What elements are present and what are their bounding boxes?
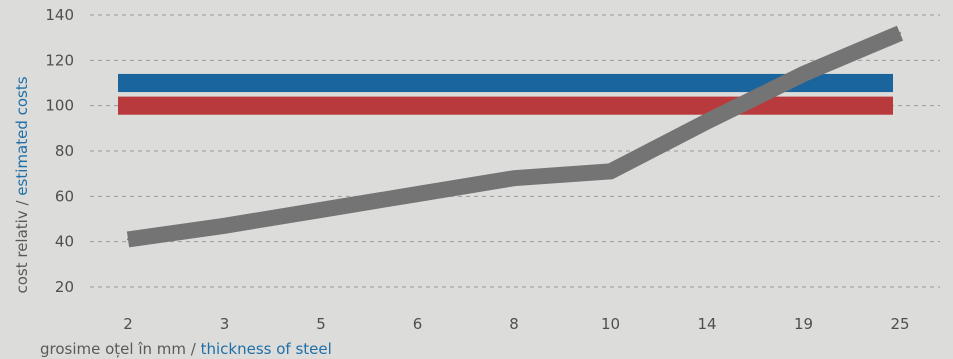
y-axis-label: cost relativ / estimated costs xyxy=(13,76,31,293)
x-tick-labels: 2 3 5 6 8 10 14 19 25 xyxy=(123,315,909,333)
y-tick-40: 40 xyxy=(55,233,74,251)
x-axis-label-primary: grosime oțel în mm xyxy=(40,340,186,358)
x-tick-25: 25 xyxy=(890,315,909,333)
x-axis-label: grosime oțel în mm / thickness of steel xyxy=(40,340,332,358)
series-point-0-4 xyxy=(513,177,515,180)
grid-layer xyxy=(90,14,940,288)
series-layer xyxy=(126,25,904,248)
band-1 xyxy=(118,96,893,115)
y-tick-100: 100 xyxy=(45,97,74,115)
x-tick-14: 14 xyxy=(697,315,716,333)
x-tick-8: 8 xyxy=(509,315,519,333)
y-tick-80: 80 xyxy=(55,142,74,160)
x-tick-2: 2 xyxy=(123,315,133,333)
series-point-0-0 xyxy=(127,238,129,241)
band-0 xyxy=(118,73,893,93)
series-point-0-8 xyxy=(899,32,901,35)
x-axis-label-separator: / xyxy=(186,340,201,358)
series-point-0-2 xyxy=(320,208,322,211)
series-point-0-5 xyxy=(609,170,612,173)
y-axis-label-secondary: estimated costs xyxy=(13,76,31,195)
series-point-0-1 xyxy=(223,224,226,227)
y-tick-140: 140 xyxy=(45,6,74,24)
x-tick-10: 10 xyxy=(601,315,620,333)
y-tick-labels: 20 40 60 80 100 120 140 xyxy=(45,6,74,296)
y-tick-20: 20 xyxy=(55,278,74,296)
x-tick-5: 5 xyxy=(316,315,326,333)
y-tick-60: 60 xyxy=(55,187,74,205)
x-tick-3: 3 xyxy=(220,315,230,333)
series-point-0-3 xyxy=(416,193,419,196)
band-layer xyxy=(118,73,893,115)
y-axis-label-separator: / xyxy=(13,196,31,211)
x-tick-6: 6 xyxy=(413,315,423,333)
x-axis-label-secondary: thickness of steel xyxy=(201,340,332,358)
series-point-0-6 xyxy=(706,120,708,123)
y-axis-label-primary: cost relativ xyxy=(13,210,31,293)
series-point-0-7 xyxy=(802,72,805,75)
y-tick-120: 120 xyxy=(45,51,74,69)
x-tick-19: 19 xyxy=(794,315,813,333)
series-line-0 xyxy=(126,25,904,248)
